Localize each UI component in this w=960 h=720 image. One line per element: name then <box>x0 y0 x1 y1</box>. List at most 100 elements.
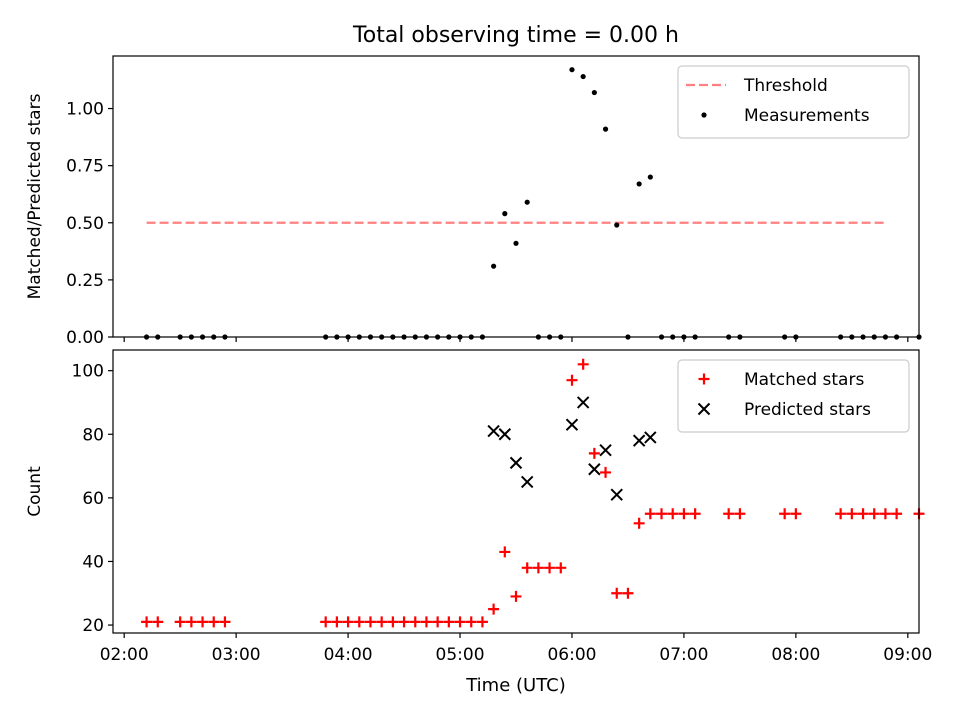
matched-stars-point <box>868 508 880 520</box>
x-tick-label: 06:00 <box>547 645 596 665</box>
matched-stars-point <box>723 508 735 520</box>
matched-stars-point <box>219 616 231 628</box>
y-tick-label: 80 <box>82 425 104 445</box>
measurement-point <box>591 89 597 96</box>
x-tick-label: 04:00 <box>324 645 373 665</box>
matched-stars-point <box>185 616 197 628</box>
predicted-stars-point <box>599 443 612 457</box>
matched-stars-point <box>879 508 891 520</box>
matched-stars-point <box>600 466 612 478</box>
legend-label: Measurements <box>744 106 870 126</box>
measurement-point <box>524 199 530 205</box>
y-axis-label: Matched/Predicted stars <box>25 93 45 299</box>
matched-stars-point <box>208 616 220 628</box>
measurement-point <box>569 67 575 73</box>
matched-stars-point <box>698 373 710 385</box>
matched-stars-point <box>420 616 432 628</box>
matched-stars-point <box>544 562 556 574</box>
measurement-point <box>614 222 620 228</box>
predicted-stars-point <box>588 463 601 476</box>
matched-stars-point <box>331 616 343 628</box>
predicted-stars-point <box>520 475 534 489</box>
matched-stars-point <box>846 508 858 520</box>
legend-label: Predicted stars <box>744 400 871 420</box>
predicted-stars-point <box>498 428 512 441</box>
predicted-stars-point <box>487 424 500 438</box>
matched-stars-point <box>510 590 522 602</box>
x-tick-label: 09:00 <box>883 645 932 665</box>
panel-count: 20 40 60 80 100 02:00 03:00 04:00 05:00 06:00 07:0… <box>25 349 932 665</box>
matched-stars-point <box>633 517 645 529</box>
predicted-stars-point <box>697 402 711 416</box>
matched-stars-point <box>588 447 600 459</box>
chart-title: Total observing time = 0.00 h <box>352 23 679 48</box>
predicted-stars-point <box>644 431 657 444</box>
matched-stars-point <box>443 616 455 628</box>
measurement-point <box>491 263 497 269</box>
measurement-point <box>513 240 519 246</box>
matched-stars-point <box>566 374 578 386</box>
x-tick-label: 08:00 <box>771 645 820 665</box>
matched-stars-point <box>678 508 690 520</box>
predicted-stars-point <box>509 456 523 470</box>
legend-label: Threshold <box>743 76 828 96</box>
matched-stars-point <box>364 616 376 628</box>
measurement-point <box>580 73 586 80</box>
matched-stars-point <box>488 603 500 615</box>
y-tick-label: 0.00 <box>66 328 104 348</box>
x-tick-label: 07:00 <box>659 645 708 665</box>
legend-box <box>677 359 910 433</box>
matched-stars-point <box>320 616 332 628</box>
matched-stars-point <box>409 616 421 628</box>
matched-stars-point <box>376 616 388 628</box>
legend-label: Matched stars <box>744 370 864 390</box>
matched-stars-point <box>387 616 399 628</box>
x-tick-label: 05:00 <box>436 645 485 665</box>
matched-stars-point <box>555 562 567 574</box>
x-tick-label: 03:00 <box>212 645 261 665</box>
x-axis-label: Time (UTC) <box>465 675 566 696</box>
matched-stars-point <box>667 508 679 520</box>
matched-stars-point <box>197 616 209 628</box>
matched-stars-point <box>465 616 477 628</box>
x-tick-label: 02:00 <box>100 645 149 665</box>
matched-stars-point <box>656 508 668 520</box>
y-tick-label: 100 <box>72 362 104 382</box>
measurement-point <box>647 174 653 180</box>
matched-stars-point <box>353 616 365 628</box>
matched-stars-point <box>499 546 511 558</box>
matched-stars-point <box>622 587 634 599</box>
matched-stars-point <box>454 616 466 628</box>
axes-frame <box>112 349 920 634</box>
y-axis-label: Count <box>25 466 45 517</box>
matched-stars-point <box>476 616 488 628</box>
y-tick-label: 20 <box>82 616 104 636</box>
matched-stars-point <box>689 508 701 520</box>
matched-stars-point <box>342 616 354 628</box>
matched-stars-point <box>432 616 444 628</box>
matched-stars-point <box>532 562 544 574</box>
measurement-point <box>502 211 508 217</box>
y-tick-label: 1.00 <box>66 100 104 120</box>
matched-stars-point <box>398 616 410 628</box>
y-tick-label: 40 <box>82 552 104 572</box>
matched-stars-point <box>611 587 623 599</box>
matched-stars-point <box>891 508 903 520</box>
matched-stars-point <box>577 358 589 370</box>
matched-stars-point <box>835 508 847 520</box>
panel-ratio: 0.00 0.25 0.50 0.75 1.00 Matched/Predicted st… <box>25 55 922 348</box>
y-tick-label: 60 <box>82 489 104 509</box>
matched-stars-point <box>857 508 869 520</box>
matched-stars-point <box>790 508 802 520</box>
predicted-stars-point <box>632 434 646 447</box>
matched-stars-point <box>152 616 164 628</box>
predicted-stars-point <box>576 396 590 409</box>
measurement-point <box>636 181 642 187</box>
y-tick-label: 0.75 <box>66 157 104 177</box>
matched-stars-point <box>644 508 656 520</box>
matched-stars-point <box>174 616 186 628</box>
matched-stars-point <box>521 562 533 574</box>
legend-box <box>677 65 910 139</box>
